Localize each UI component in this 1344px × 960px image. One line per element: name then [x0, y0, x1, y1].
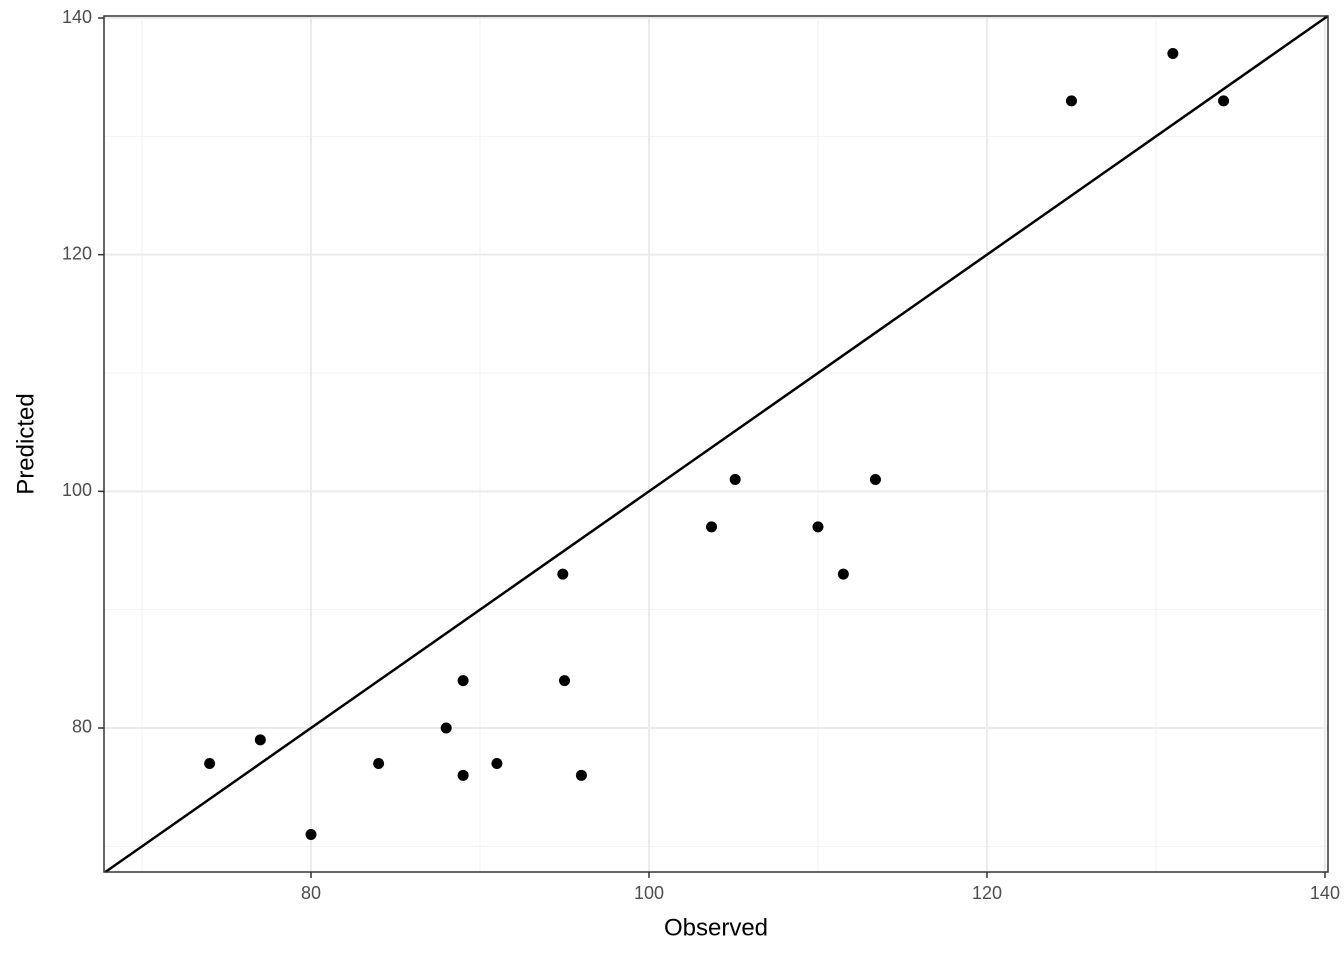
- y-tick-label: 140: [62, 7, 92, 27]
- point: [1167, 48, 1179, 60]
- point: [491, 757, 503, 769]
- y-tick-label: 120: [62, 243, 92, 263]
- point: [457, 769, 469, 781]
- point: [706, 521, 718, 533]
- x-tick-label: 100: [634, 883, 664, 903]
- point: [204, 757, 216, 769]
- x-tick-label: 120: [972, 883, 1002, 903]
- point: [440, 722, 452, 734]
- point: [558, 675, 570, 687]
- point: [305, 828, 317, 840]
- point: [557, 568, 569, 580]
- panel-border: [103, 15, 1329, 873]
- point: [457, 675, 469, 687]
- reference-line: [104, 14, 1329, 874]
- y-axis-title: Predicted: [12, 393, 39, 494]
- point: [812, 521, 824, 533]
- point: [837, 568, 849, 580]
- point: [1065, 95, 1077, 107]
- y-tick-label: 100: [62, 480, 92, 500]
- point: [254, 734, 266, 746]
- x-axis-title: Observed: [664, 914, 768, 941]
- x-tick-label: 140: [1310, 883, 1340, 903]
- point: [575, 769, 587, 781]
- point: [1218, 95, 1230, 107]
- x-tick-label: 80: [301, 883, 321, 903]
- point: [869, 473, 881, 485]
- y-tick-label: 80: [72, 717, 92, 737]
- point: [373, 757, 385, 769]
- point: [729, 473, 741, 485]
